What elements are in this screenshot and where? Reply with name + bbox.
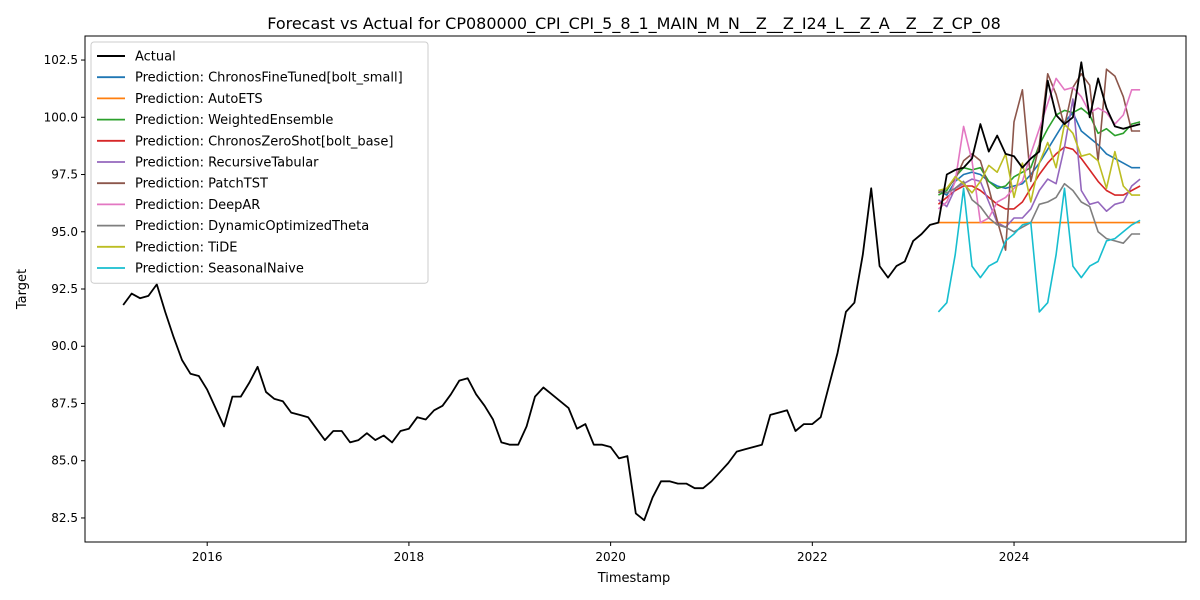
y-tick-label: 82.5 — [51, 511, 78, 525]
x-tick-label: 2018 — [394, 550, 425, 564]
x-axis: 2016 2018 2020 2022 2024 — [192, 542, 1029, 564]
chart-title: Forecast vs Actual for CP080000_CPI_CPI_… — [267, 14, 1001, 34]
series-line-prediction-chronosfinetuned-bolt-small — [938, 111, 1141, 196]
series-line-prediction-chronoszeroshot-bolt-base — [937, 146, 1141, 210]
series-line-prediction-seasonalnaive — [937, 187, 1141, 313]
legend-label: Actual — [135, 50, 176, 65]
series-line-actual — [122, 61, 1141, 522]
legend-label: Prediction: WeightedEnsemble — [135, 113, 333, 128]
legend-label: Prediction: DeepAR — [135, 198, 260, 213]
series-line-prediction-deepar — [937, 77, 1141, 224]
y-tick-label: 95.0 — [51, 225, 78, 239]
y-axis-label: Target — [15, 269, 30, 310]
legend-box — [90, 41, 429, 284]
x-tick-label: 2016 — [192, 550, 223, 564]
series-line-prediction-recursivetabular — [937, 98, 1141, 228]
legend-label: Prediction: TiDE — [135, 240, 237, 255]
x-tick-label: 2024 — [999, 550, 1030, 564]
y-tick-label: 87.5 — [51, 396, 78, 410]
y-tick-label: 85.0 — [51, 454, 78, 468]
y-tick-label: 97.5 — [51, 168, 78, 182]
legend-label: Prediction: SeasonalNaive — [135, 262, 304, 277]
y-axis: 82.5 85.0 87.5 90.0 92.5 95.0 97.5 100.0 102.5 — [44, 53, 85, 525]
legend-label: Prediction: AutoETS — [135, 92, 263, 107]
y-tick-label: 100.0 — [44, 110, 78, 124]
series-line-prediction-tide — [938, 123, 1141, 203]
y-tick-label: 92.5 — [51, 282, 78, 296]
legend-label: Prediction: RecursiveTabular — [135, 156, 319, 171]
y-tick-label: 102.5 — [44, 53, 78, 67]
x-axis-label: Timestamp — [597, 571, 671, 586]
plot-area — [122, 61, 1141, 522]
x-tick-label: 2022 — [797, 550, 828, 564]
series-line-prediction-dynamicoptimizedtheta — [938, 180, 1141, 244]
legend-label: Prediction: ChronosZeroShot[bolt_base] — [135, 134, 393, 149]
y-tick-label: 90.0 — [51, 339, 78, 353]
legend-label: Prediction: DynamicOptimizedTheta — [135, 219, 369, 234]
legend: Actual Prediction: ChronosFineTuned[bolt_… — [90, 41, 429, 284]
legend-label: Prediction: PatchTST — [135, 177, 268, 192]
legend-label: Prediction: ChronosFineTuned[bolt_small] — [135, 71, 403, 86]
x-tick-label: 2020 — [595, 550, 626, 564]
